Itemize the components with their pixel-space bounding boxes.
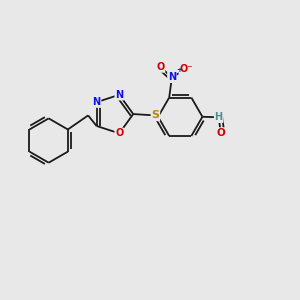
Text: N: N <box>115 90 123 100</box>
Text: H: H <box>214 112 223 122</box>
Text: O: O <box>156 62 165 72</box>
Text: O⁻: O⁻ <box>179 64 193 74</box>
Text: +: + <box>177 68 183 74</box>
Text: N: N <box>92 97 101 107</box>
Text: S: S <box>152 110 159 120</box>
Text: O: O <box>115 128 123 138</box>
Text: O: O <box>216 128 225 138</box>
Text: N: N <box>168 72 176 82</box>
